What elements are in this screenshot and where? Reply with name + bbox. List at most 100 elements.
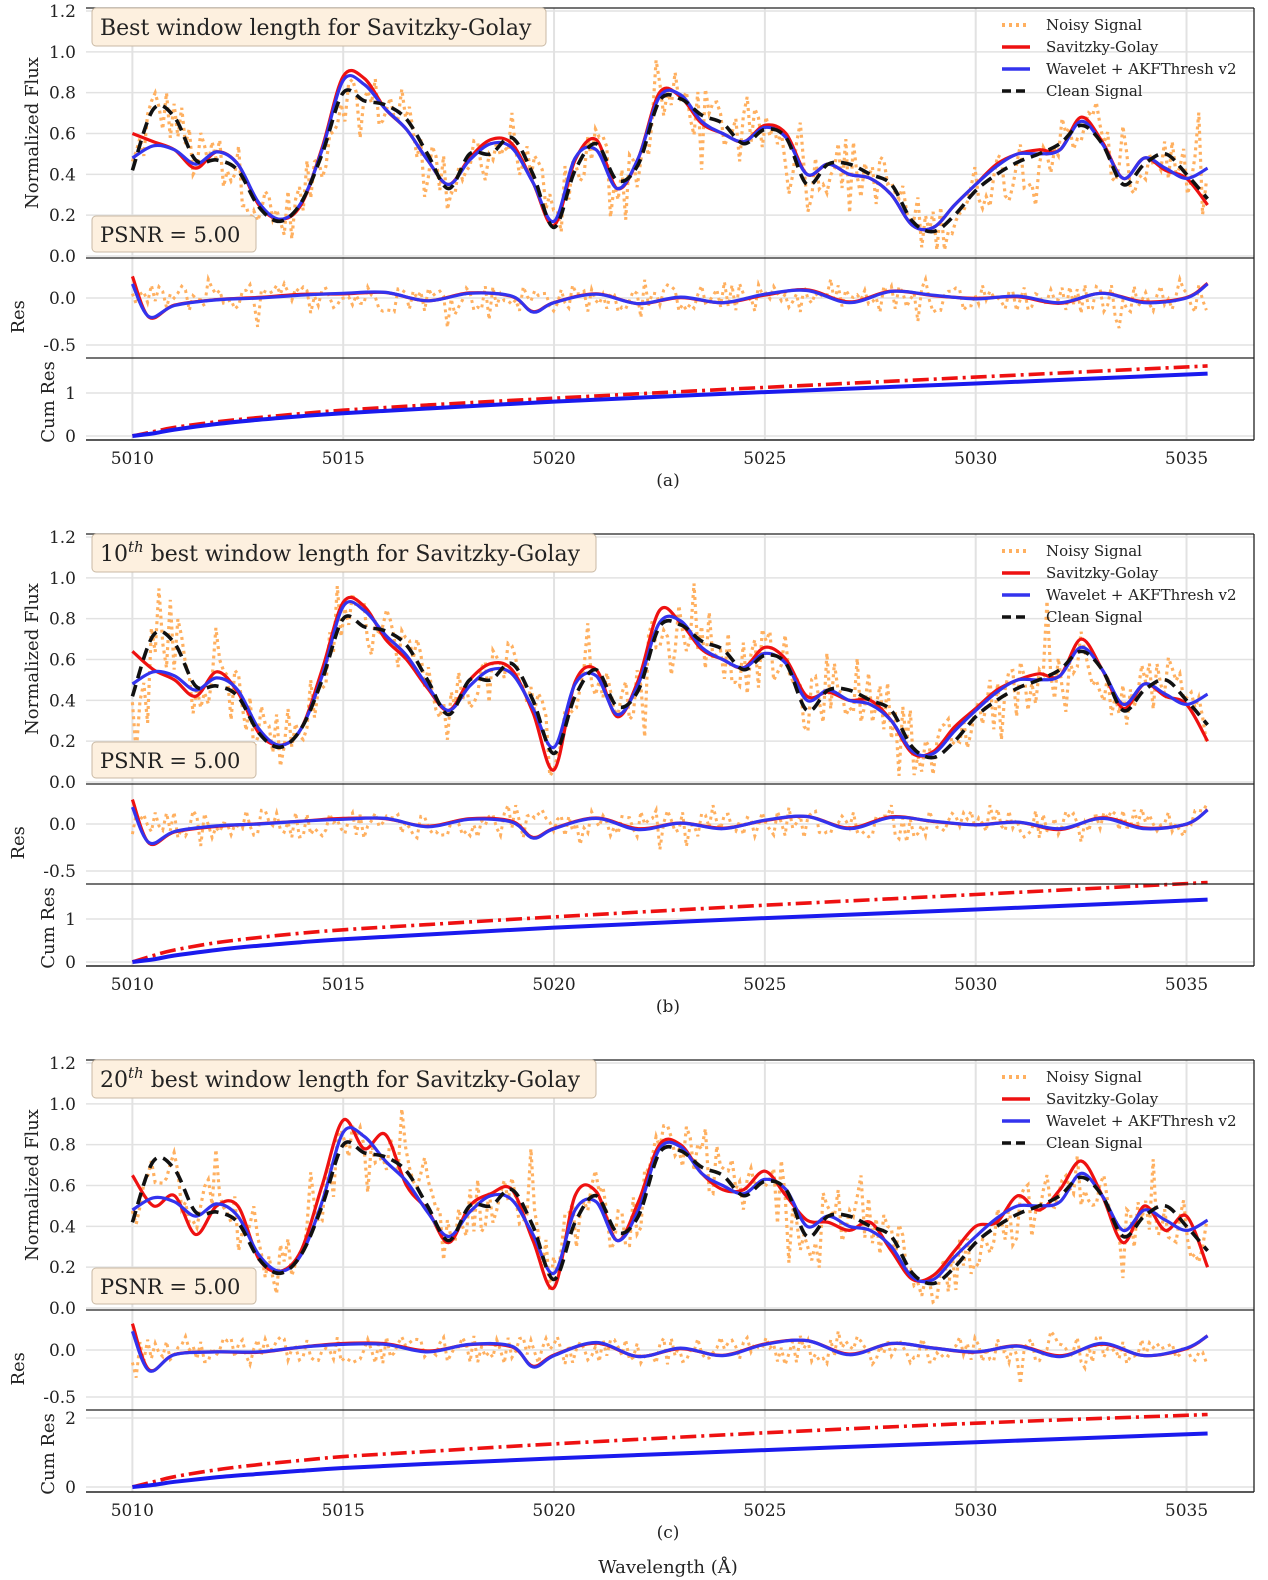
psnr-box xyxy=(91,741,257,779)
panel-caption: (b) xyxy=(656,997,680,1017)
cum-tick-label: 0 xyxy=(65,427,76,447)
legend-label: Clean Signal xyxy=(1046,608,1143,626)
flux-tick-label: 0.6 xyxy=(49,651,76,671)
wavelet-cumulative-line xyxy=(132,897,1208,964)
flux-tick-label: 0.2 xyxy=(49,1258,76,1278)
flux-tick-label: 0.2 xyxy=(49,206,76,226)
x-axis-label: Wavelength (Å) xyxy=(598,1556,738,1578)
flux-tick-label: 0.6 xyxy=(49,125,76,145)
savitzky-golay-line xyxy=(131,1117,1210,1291)
flux-tick-label: 0.8 xyxy=(49,84,76,104)
x-tick-label: 5025 xyxy=(743,975,786,995)
flux-ylabel: Normalized Flux xyxy=(22,583,43,735)
res-tick-label: -0.5 xyxy=(43,1388,76,1408)
noisy-signal-line xyxy=(130,583,1208,781)
x-tick-label: 5035 xyxy=(1165,449,1208,469)
x-tick-label: 5035 xyxy=(1165,1501,1208,1521)
title-suffix: best window length for Savitzky-Golay xyxy=(144,542,581,567)
legend: Noisy Signal Savitzky-Golay Wavelet + AKFT… xyxy=(1002,542,1237,626)
x-tick-label: 5030 xyxy=(954,1501,997,1521)
res-tick-label: 0.0 xyxy=(49,1341,76,1361)
panel-a: 0.0 0.2 0.4 0.6 0.8 1.0 1.2 0.0 -0.5 0 1 5010 5015 50… xyxy=(8,2,1255,491)
res-ylabel: Res xyxy=(8,300,29,333)
flux-tick-label: 1.2 xyxy=(49,2,76,22)
psnr-box xyxy=(91,1267,257,1305)
flux-tick-label: 1.2 xyxy=(49,528,76,548)
x-tick-label: 5010 xyxy=(111,975,154,995)
x-tick-label: 5030 xyxy=(954,975,997,995)
panel-title: Best window length for Savitzky-Golay xyxy=(100,16,532,41)
noisy-signal-line xyxy=(130,59,1208,251)
flux-tick-label: 1.0 xyxy=(49,569,76,589)
noisy-residual-line xyxy=(130,1327,1208,1385)
legend-label: Clean Signal xyxy=(1046,82,1143,100)
flux-tick-label: 0.6 xyxy=(49,1177,76,1197)
noisy-signal-line xyxy=(130,1108,1208,1305)
panel-title: 20th best window length for Savitzky-Gol… xyxy=(100,1064,581,1093)
tick-labels: 0.0 0.2 0.4 0.6 0.8 1.0 1.2 0.0 -0.5 0 1 5010 5015 50… xyxy=(43,528,1208,995)
psnr-label: PSNR = 5.00 xyxy=(100,749,240,773)
title-prefix: 20 xyxy=(100,1068,128,1093)
title-prefix: Best window length for Savitzky-Golay xyxy=(100,16,532,41)
tick-labels: 0.0 0.2 0.4 0.6 0.8 1.0 1.2 0.0 -0.5 0 1 5010 5015 50… xyxy=(43,2,1208,469)
sg-cumulative-line xyxy=(131,880,1208,964)
legend-label: Noisy Signal xyxy=(1046,1068,1142,1086)
res-tick-label: -0.5 xyxy=(43,336,76,356)
panel-caption: (a) xyxy=(656,471,679,491)
title-box xyxy=(91,1059,597,1099)
flux-tick-label: 0.0 xyxy=(49,1299,76,1319)
flux-tick-label: 0.8 xyxy=(49,610,76,630)
flux-tick-label: 0.2 xyxy=(49,732,76,752)
panel-b: 0.0 0.2 0.4 0.6 0.8 1.0 1.2 0.0 -0.5 0 1 5010 5015 50… xyxy=(8,528,1255,1017)
psnr-box xyxy=(91,215,257,253)
wavelet-residual-line xyxy=(130,282,1209,320)
x-tick-label: 5025 xyxy=(743,449,786,469)
legend-label: Savitzky-Golay xyxy=(1046,1090,1159,1108)
cum-ylabel: Cum Res xyxy=(38,361,59,443)
x-tick-label: 5035 xyxy=(1165,975,1208,995)
title-prefix: 10 xyxy=(100,542,128,567)
wavelet-residual-line xyxy=(130,1330,1209,1373)
panel-caption: (c) xyxy=(657,1523,680,1543)
legend-label: Noisy Signal xyxy=(1046,542,1142,560)
title-suffix: best window length for Savitzky-Golay xyxy=(144,1068,581,1093)
tick-labels: 0.0 0.2 0.4 0.6 0.8 1.0 1.2 0.0 -0.5 0 2 5010 5015 50… xyxy=(43,1054,1208,1521)
cum-ylabel: Cum Res xyxy=(38,887,59,969)
panel-c: 0.0 0.2 0.4 0.6 0.8 1.0 1.2 0.0 -0.5 0 2 5010 5015 50… xyxy=(8,1054,1255,1543)
wavelet-cumulative-line xyxy=(132,371,1208,438)
title-box xyxy=(91,533,597,573)
sg-cumulative-line xyxy=(131,1412,1208,1489)
x-tick-label: 5010 xyxy=(111,1501,154,1521)
psnr-label: PSNR = 5.00 xyxy=(100,223,240,247)
legend-label: Savitzky-Golay xyxy=(1046,38,1159,56)
title-superscript: th xyxy=(128,538,144,556)
psnr-label: PSNR = 5.00 xyxy=(100,1275,240,1299)
clean-signal-line xyxy=(130,88,1209,234)
clean-signal-line xyxy=(130,614,1209,760)
x-tick-label: 5015 xyxy=(322,975,365,995)
x-tick-label: 5020 xyxy=(532,1501,575,1521)
legend-label: Wavelet + AKFThresh v2 xyxy=(1046,60,1237,78)
title-box xyxy=(91,7,547,47)
legend-label: Clean Signal xyxy=(1046,1134,1143,1152)
title-superscript: th xyxy=(128,1064,144,1082)
legend-label: Wavelet + AKFThresh v2 xyxy=(1046,1112,1237,1130)
cum-tick-label: 2 xyxy=(65,1409,76,1429)
flux-ylabel: Normalized Flux xyxy=(22,1109,43,1261)
legend-label: Noisy Signal xyxy=(1046,16,1142,34)
cum-tick-label: 1 xyxy=(65,910,76,930)
flux-ylabel: Normalized Flux xyxy=(22,57,43,209)
wavelet-cumulative-line xyxy=(132,1431,1208,1489)
cum-tick-label: 0 xyxy=(65,1478,76,1498)
flux-tick-label: 0.0 xyxy=(49,247,76,267)
res-ylabel: Res xyxy=(8,1352,29,1385)
x-tick-label: 5020 xyxy=(532,975,575,995)
legend-label: Savitzky-Golay xyxy=(1046,564,1159,582)
cum-tick-label: 0 xyxy=(65,953,76,973)
legend: Noisy Signal Savitzky-Golay Wavelet + AKFT… xyxy=(1002,16,1237,100)
wavelet-residual-line xyxy=(130,806,1209,846)
flux-tick-label: 0.4 xyxy=(49,1217,76,1237)
x-tick-label: 5030 xyxy=(954,449,997,469)
flux-tick-label: 0.8 xyxy=(49,1136,76,1156)
